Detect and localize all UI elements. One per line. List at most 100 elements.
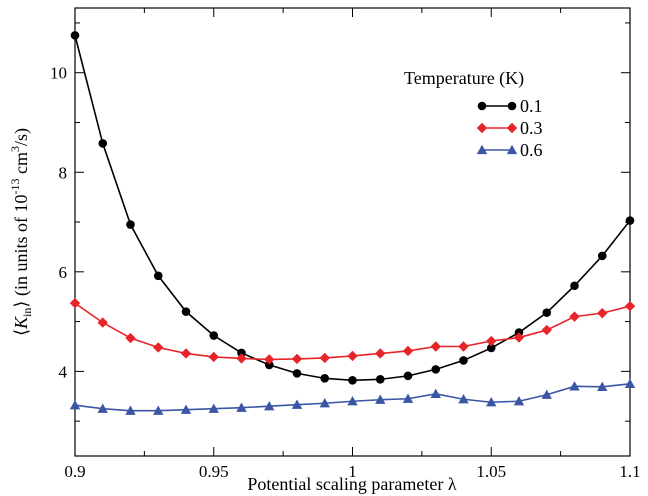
y-axis-title-unit-exponent: 3: [8, 146, 22, 152]
series-diamond: [69, 297, 636, 365]
data-point: [542, 308, 552, 317]
legend-items: 0.10.30.6: [476, 96, 543, 160]
data-point: [430, 341, 441, 352]
data-point: [458, 341, 469, 352]
y-tick-label: 8: [59, 163, 68, 182]
y-tick-label: 6: [59, 263, 68, 282]
y-tick-label: 4: [59, 362, 68, 381]
data-point: [264, 401, 275, 411]
series-layer: [69, 31, 636, 415]
legend-label: 0.6: [520, 140, 543, 160]
data-point: [180, 348, 192, 359]
legend-label: 0.1: [520, 96, 543, 116]
legend-item: 0.6: [476, 140, 543, 160]
y-axis-title-subscript: in: [20, 308, 34, 317]
y-axis-title-symbol: K: [11, 316, 31, 330]
data-point: [319, 398, 330, 408]
y-axis-title-unit: cm: [11, 152, 31, 179]
data-point: [402, 393, 414, 403]
data-point: [153, 405, 164, 415]
data-point: [486, 343, 496, 353]
data-point: [236, 353, 247, 364]
axis-ticks: [74, 8, 631, 456]
data-point: [153, 271, 163, 281]
y-axis-title-tail: /s): [11, 128, 32, 146]
data-point: [291, 353, 303, 365]
legend-title: Temperature (K): [404, 68, 524, 89]
data-point: [70, 31, 80, 40]
data-point: [375, 375, 385, 384]
data-point: [97, 403, 108, 413]
tick-labels: 0.9 0.95 1 1.05 1.1 4 6 8 10: [50, 64, 641, 481]
data-point: [347, 396, 358, 406]
data-point: [513, 332, 525, 343]
legend-marker: [476, 122, 488, 134]
legend-marker: [477, 101, 487, 111]
data-point: [181, 307, 191, 316]
series-circle: [70, 31, 635, 385]
data-point: [597, 307, 608, 319]
data-point: [208, 351, 219, 363]
x-tick-label: 1.1: [619, 462, 640, 481]
data-point: [264, 354, 275, 365]
data-point: [402, 345, 414, 357]
data-point: [486, 397, 497, 407]
x-tick-label: 1: [348, 462, 357, 481]
data-point: [569, 381, 580, 391]
data-point: [375, 348, 386, 359]
x-tick-label: 0.9: [64, 462, 85, 481]
legend-marker: [506, 122, 518, 134]
data-point: [180, 404, 192, 414]
y-axis-title: ⟨Kin⟩ (in units of 10-13 cm3/s): [8, 128, 34, 336]
data-point: [347, 350, 358, 362]
data-point: [541, 324, 552, 336]
data-point: [153, 342, 164, 353]
legend-marker: [507, 101, 517, 111]
data-point: [625, 216, 635, 225]
plot-frame: [74, 7, 631, 457]
data-point: [431, 365, 441, 374]
data-point: [69, 297, 81, 309]
data-point: [98, 139, 108, 148]
data-point: [486, 335, 497, 347]
data-point: [126, 220, 135, 229]
legend-marker: [506, 144, 518, 155]
data-point: [237, 348, 246, 358]
data-point: [97, 317, 108, 328]
y-axis-title-exponent: -13: [8, 179, 22, 195]
data-point: [569, 311, 580, 322]
y-tick-label: 10: [50, 64, 67, 83]
legend: Temperature (K) 0.10.30.6: [404, 68, 543, 160]
data-point: [430, 388, 441, 398]
data-point: [597, 251, 607, 261]
data-point: [69, 400, 81, 410]
data-point: [320, 374, 330, 383]
x-axis-title: Potential scaling parameter λ: [247, 474, 456, 494]
data-point: [125, 332, 136, 344]
legend-label: 0.3: [520, 118, 543, 138]
data-point: [209, 331, 219, 340]
data-point: [125, 405, 136, 415]
series-triangle: [69, 378, 636, 415]
legend-item: 0.3: [476, 118, 543, 138]
x-tick-label: 0.95: [199, 462, 229, 481]
data-point: [348, 376, 357, 385]
data-point: [292, 369, 302, 378]
data-point: [624, 378, 636, 388]
data-point: [513, 396, 525, 406]
data-point: [541, 389, 552, 399]
data-point: [459, 356, 468, 365]
y-axis-title-close: ⟩ (in units of 10: [11, 195, 32, 308]
data-point: [375, 394, 386, 404]
data-point: [236, 402, 247, 412]
x-tick-label: 1.05: [476, 462, 506, 481]
data-point: [403, 371, 413, 381]
y-axis-title-open: ⟨: [11, 329, 31, 336]
data-point: [570, 281, 579, 291]
data-point: [597, 381, 608, 391]
legend-item: 0.1: [477, 96, 543, 116]
data-point: [458, 394, 469, 404]
data-point: [264, 360, 274, 370]
data-point: [208, 403, 219, 413]
